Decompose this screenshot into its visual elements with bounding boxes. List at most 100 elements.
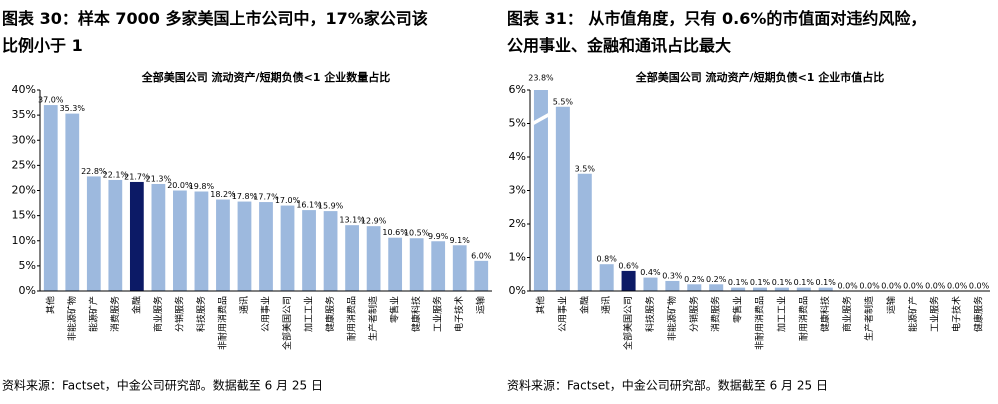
x-tick-label: 商业服务	[152, 296, 164, 332]
bar	[752, 287, 768, 291]
y-tick-label: 10%	[12, 234, 36, 247]
bar	[431, 241, 446, 291]
bar	[259, 202, 273, 291]
y-tick-label: 35%	[12, 108, 36, 121]
x-tick-label: 加工工业	[776, 296, 787, 332]
figure-caption: 比例小于 1	[2, 36, 83, 55]
y-tick-label: 6%	[509, 83, 526, 96]
bar	[280, 205, 295, 291]
bar	[665, 280, 680, 291]
y-tick-label: 0%	[509, 284, 526, 297]
value-label: 35.3%	[60, 104, 86, 113]
x-tick-label: 生产者制造	[863, 296, 875, 341]
value-label: 18.2%	[210, 190, 236, 199]
value-label: 3.5%	[575, 164, 596, 173]
x-tick-label: 公用事业	[556, 296, 568, 332]
bar	[151, 183, 166, 291]
x-tick-label: 电子技术	[951, 296, 963, 332]
value-label: 37.0%	[38, 96, 64, 105]
bar	[302, 210, 316, 291]
value-label: 0.0%	[859, 282, 880, 291]
y-tick-label: 15%	[12, 209, 36, 222]
chart-title: 全部美国公司 流动资产/短期负债<1 企业市值占比	[635, 70, 885, 84]
x-tick-label: 非耐用消费品	[754, 296, 766, 350]
bar	[687, 284, 702, 291]
bar	[474, 260, 489, 291]
value-label: 20.0%	[167, 181, 193, 190]
x-tick-label: 全部美国公司	[281, 296, 293, 350]
x-tick-label: 生产者制造	[367, 296, 379, 341]
figure-caption: 图表 31： 从市值角度，只有 0.6%的市值面对违约风险，	[507, 9, 926, 28]
figure-caption: 图表 30：样本 7000 多家美国上市公司中，17%家公司该	[2, 9, 428, 28]
x-tick-label: 分销服务	[688, 296, 700, 332]
bar	[709, 284, 724, 291]
y-tick-label: 0%	[19, 284, 36, 297]
bar	[452, 245, 467, 291]
x-tick-label: 工业服务	[929, 296, 941, 332]
x-tick-label: 金融	[130, 296, 142, 314]
x-tick-label: 耐用消费品	[346, 296, 358, 341]
x-tick-label: 健康服务	[324, 296, 336, 332]
y-tick-label: 5%	[509, 117, 526, 130]
x-tick-label: 其他	[534, 296, 546, 314]
y-tick-label: 25%	[12, 158, 36, 171]
value-label: 22.8%	[81, 167, 107, 176]
value-label: 0.0%	[881, 282, 902, 291]
x-tick-label: 消费服务	[710, 296, 722, 332]
x-tick-label: 非能源矿物	[666, 296, 678, 341]
x-tick-label: 全部美国公司	[622, 296, 634, 350]
source: 资料来源：Factset，中金公司研究部。数据截至 6 月 25 日	[2, 378, 323, 393]
bar	[818, 287, 833, 291]
value-label: 0.1%	[750, 278, 771, 287]
y-tick-label: 4%	[509, 150, 526, 163]
value-label: 10.6%	[382, 228, 408, 237]
x-tick-label: 消费服务	[109, 296, 121, 332]
x-tick-label: 电子技术	[453, 296, 465, 332]
x-tick-label: 分销服务	[173, 296, 185, 332]
bar	[345, 225, 359, 291]
value-label: 0.2%	[706, 275, 727, 284]
x-tick-label: 非能源矿物	[66, 296, 78, 341]
value-label: 0.1%	[794, 278, 815, 287]
value-label: 0.0%	[837, 282, 858, 291]
bar	[194, 191, 209, 291]
value-label: 0.0%	[947, 282, 968, 291]
bar	[129, 181, 144, 291]
x-tick-label: 金融	[578, 296, 590, 314]
x-tick-label: 工业服务	[432, 296, 444, 332]
value-label: 10.5%	[404, 229, 430, 238]
value-label: 23.8%	[528, 74, 554, 83]
x-tick-label: 通讯	[601, 296, 612, 314]
x-tick-label: 公用事业	[260, 296, 272, 332]
x-tick-label: 非耐用消费品	[216, 296, 228, 350]
bar	[173, 190, 187, 291]
bar	[237, 201, 252, 291]
value-label: 16.1%	[296, 201, 322, 210]
y-tick-label: 5%	[19, 259, 36, 272]
y-tick-label: 20%	[12, 184, 36, 197]
y-tick-label: 1%	[509, 251, 526, 264]
y-tick-label: 30%	[12, 133, 36, 146]
y-tick-label: 40%	[12, 83, 36, 96]
bars	[43, 105, 489, 291]
x-tick-label: 科技服务	[195, 296, 207, 332]
value-label: 0.8%	[597, 255, 618, 264]
x-tick-label: 健康科技	[410, 296, 422, 332]
axis-break	[531, 112, 550, 126]
figure-caption: 公用事业、金融和通讯占比最大	[507, 36, 731, 55]
value-label: 0.3%	[662, 271, 683, 280]
value-label: 0.4%	[640, 268, 661, 277]
x-tick-label: 其他	[44, 296, 56, 314]
chart-title: 全部美国公司 流动资产/短期负债<1 企业数量占比	[141, 70, 391, 84]
value-label: 21.3%	[146, 174, 172, 183]
bar	[643, 277, 658, 291]
bar	[323, 211, 338, 291]
value-label: 9.1%	[450, 236, 471, 245]
value-label: 0.6%	[618, 261, 639, 270]
value-label: 0.0%	[969, 282, 990, 291]
value-label: 15.9%	[318, 202, 344, 211]
x-tick-label: 加工工业	[304, 296, 315, 332]
value-label: 17.7%	[253, 193, 279, 202]
bar	[796, 287, 811, 291]
x-tick-label: 耐用消费品	[797, 296, 809, 341]
